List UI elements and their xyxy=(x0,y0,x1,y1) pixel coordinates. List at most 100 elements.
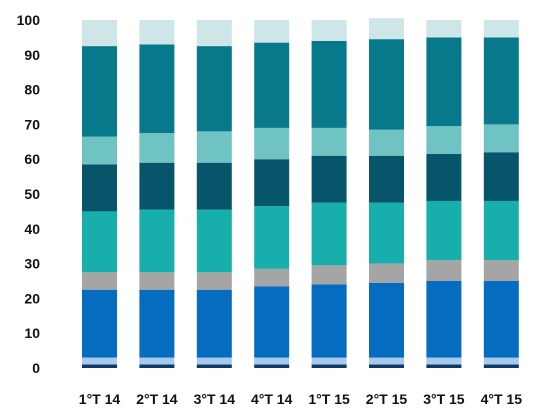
bar-segment xyxy=(426,200,462,261)
bar-segment xyxy=(254,268,290,287)
bar-segment xyxy=(254,127,290,160)
bar-segment xyxy=(196,357,232,365)
bar-segment xyxy=(196,364,232,368)
bar-segment xyxy=(483,20,519,38)
bar-segment xyxy=(426,364,462,368)
bar-segment xyxy=(196,20,232,47)
x-tick-label: 1°T 14 xyxy=(79,391,121,407)
bar-segment xyxy=(82,364,117,368)
bar-segment xyxy=(139,44,175,134)
bar-segment xyxy=(483,364,519,368)
bar-segment xyxy=(139,133,175,163)
bar-segment xyxy=(426,281,462,358)
bar-segment xyxy=(196,162,232,210)
bar-segment xyxy=(82,46,117,137)
x-tick-label: 2°T 15 xyxy=(366,391,408,407)
bar-segment xyxy=(139,289,175,358)
y-tick-label: 60 xyxy=(24,151,40,167)
bar-segment xyxy=(369,129,404,156)
bar-segment xyxy=(139,209,175,273)
bar-segment xyxy=(369,263,404,283)
bar-segment xyxy=(196,131,232,163)
bar-segment xyxy=(139,20,175,45)
bar-segment xyxy=(254,357,290,365)
bar-segment xyxy=(426,37,462,127)
bar-stack xyxy=(254,20,290,368)
bar-stack xyxy=(369,18,404,368)
bar-segment xyxy=(82,164,117,212)
bar-segment xyxy=(369,39,404,130)
bar-segment xyxy=(82,357,117,365)
bar-stack xyxy=(311,20,347,368)
y-tick-label: 70 xyxy=(24,116,40,132)
bar-segment xyxy=(483,124,519,153)
bar-segment xyxy=(139,357,175,365)
y-tick-label: 20 xyxy=(24,290,40,306)
bar-segment xyxy=(311,364,347,368)
x-tick-label: 3°T 14 xyxy=(194,391,236,407)
x-axis-ticks: 1°T 14 2°T 14 3°T 14 4°T 14 1°T 15 2°T 15 3°T … xyxy=(79,391,522,407)
bar-segment xyxy=(483,357,519,365)
bar-segment xyxy=(196,209,232,273)
y-tick-label: 90 xyxy=(24,47,40,63)
bar-segment xyxy=(311,155,347,203)
x-tick-label: 4°T 14 xyxy=(251,391,293,407)
bar-segment xyxy=(82,272,117,290)
bar-stacks xyxy=(82,18,519,368)
y-tick-label: 100 xyxy=(17,12,41,28)
bar-segment xyxy=(196,46,232,132)
bar-stack xyxy=(483,20,519,368)
bar-segment xyxy=(369,18,404,40)
bar-segment xyxy=(254,159,290,207)
bar-segment xyxy=(196,289,232,358)
bar-segment xyxy=(483,200,519,261)
bar-segment xyxy=(254,364,290,368)
bar-segment xyxy=(196,272,232,290)
bar-segment xyxy=(254,20,290,43)
y-tick-label: 0 xyxy=(32,360,40,376)
bar-segment xyxy=(254,42,290,128)
bar-segment xyxy=(426,153,462,201)
bar-segment xyxy=(369,364,404,368)
bar-segment xyxy=(254,286,290,358)
bar-segment xyxy=(369,282,404,358)
bar-segment xyxy=(311,265,347,285)
bar-segment xyxy=(82,289,117,358)
bar-segment xyxy=(369,357,404,365)
bar-segment xyxy=(311,40,347,128)
y-tick-label: 40 xyxy=(24,221,40,237)
bar-segment xyxy=(311,284,347,358)
y-tick-label: 80 xyxy=(24,82,40,98)
bar-segment xyxy=(369,202,404,264)
bar-segment xyxy=(483,260,519,281)
bar-segment xyxy=(139,162,175,210)
y-tick-label: 30 xyxy=(24,256,40,272)
bar-segment xyxy=(82,211,117,273)
bar-segment xyxy=(139,272,175,290)
bar-segment xyxy=(483,37,519,125)
bar-segment xyxy=(426,260,462,281)
bar-segment xyxy=(426,126,462,154)
bar-segment xyxy=(426,357,462,365)
bar-segment xyxy=(311,20,347,41)
bar-segment xyxy=(426,20,462,38)
x-tick-label: 4°T 15 xyxy=(481,391,523,407)
bar-segment xyxy=(483,152,519,201)
y-tick-label: 10 xyxy=(24,325,40,341)
y-tick-label: 50 xyxy=(24,186,40,202)
bar-segment xyxy=(369,155,404,203)
bar-segment xyxy=(311,357,347,365)
bar-segment xyxy=(82,136,117,165)
bar-stack xyxy=(139,20,175,368)
bar-stack xyxy=(196,20,232,368)
bar-segment xyxy=(311,127,347,156)
bar-segment xyxy=(82,20,117,47)
bar-segment xyxy=(139,364,175,368)
bar-segment xyxy=(254,206,290,269)
bar-segment xyxy=(483,281,519,358)
x-tick-label: 3°T 15 xyxy=(423,391,465,407)
bar-stack xyxy=(82,20,117,368)
x-tick-label: 2°T 14 xyxy=(136,391,178,407)
